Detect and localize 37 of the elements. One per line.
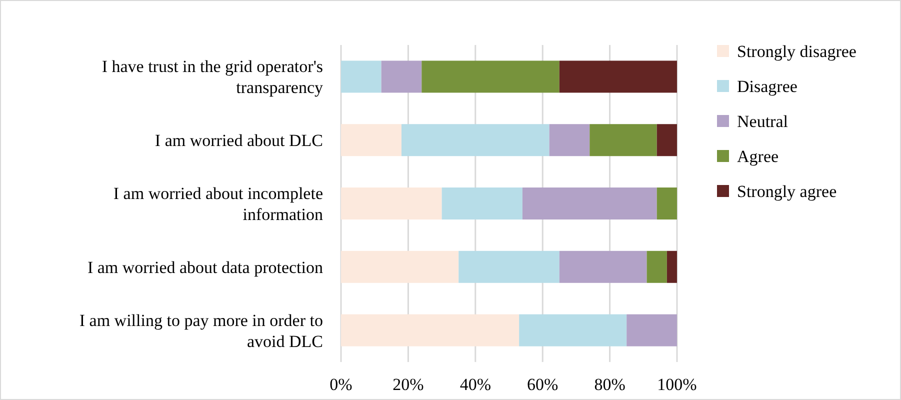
x-tick-label: 80% [594, 375, 626, 394]
x-tick-label: 0% [330, 375, 352, 394]
bar [458, 250, 560, 283]
y-tick-label: I am worried about data protection [87, 258, 324, 277]
legend-label: Strongly agree [737, 182, 837, 201]
bar [549, 124, 590, 156]
bar [341, 60, 382, 93]
y-tick-label: I am willing to pay more in order to avoid DLC [79, 310, 323, 351]
bar [422, 60, 560, 93]
y-tick-label: I am worried about incomplete information [113, 184, 324, 224]
bar [656, 124, 677, 156]
bar [626, 314, 677, 346]
bar [646, 250, 667, 283]
bar [559, 250, 647, 283]
bar [519, 314, 627, 346]
legend-label: Disagree [737, 77, 798, 96]
legend-label: Strongly disagree [737, 42, 856, 61]
bar [401, 124, 550, 156]
bar [656, 188, 677, 220]
bar [559, 60, 677, 93]
y-tick-label: I am worried about DLC [154, 131, 323, 150]
bar [381, 60, 422, 93]
x-tick-label: 60% [527, 375, 558, 394]
bar [341, 188, 442, 220]
bar [341, 314, 520, 346]
bar [341, 124, 402, 156]
bar [666, 250, 677, 283]
y-tick-label: I have trust in the grid operator's transparency [102, 57, 324, 98]
bar [341, 250, 459, 283]
x-tick-label: 40% [460, 375, 491, 394]
legend-label: Agree [737, 147, 779, 166]
bar [590, 124, 657, 156]
legend-label: Neutral [737, 112, 788, 131]
x-tick-label: 20% [392, 375, 424, 394]
bar [522, 188, 657, 220]
x-tick-label: 100% [657, 375, 697, 394]
bar [442, 188, 522, 220]
